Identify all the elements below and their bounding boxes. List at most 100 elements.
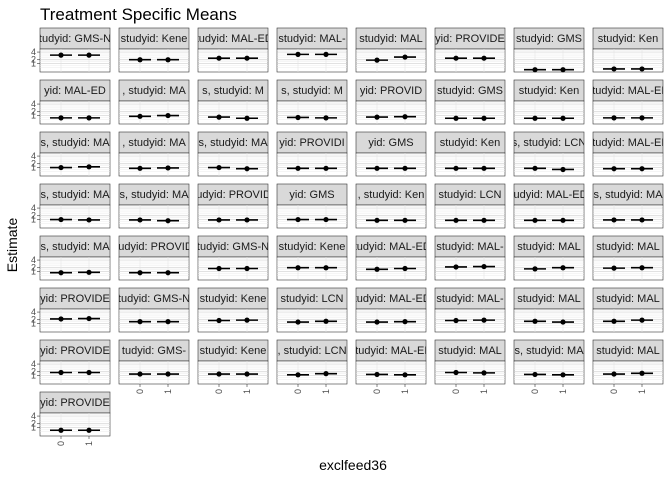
panel-background — [355, 256, 427, 281]
facet-strip-label: s, studyid: LCN — [512, 137, 587, 149]
estimate-point — [560, 166, 566, 173]
y-tick-label: 2 — [31, 263, 36, 273]
facet-strip-label: , studyid: MA — [122, 85, 186, 97]
panel-background — [592, 256, 664, 281]
facet-strip-label: s, studyid: MA — [514, 345, 584, 357]
facet-strip-label: yid: MAL-ED — [44, 85, 106, 97]
facet-strip-label: s, studyid: MA — [119, 189, 189, 201]
facet-strip-label: studyid: GMS — [437, 85, 503, 97]
x-tick-label: 0 — [56, 441, 66, 446]
facet-panel: yid: GMS — [355, 131, 427, 177]
facet-strip-label: , studyid: MA — [122, 137, 186, 149]
facet-panel: studyid: MAL 0 1 — [434, 339, 506, 394]
estimate-point — [58, 369, 64, 376]
estimate-point — [58, 115, 64, 121]
estimate-point — [532, 115, 538, 121]
facet-panel: studyid: Kene — [118, 27, 190, 73]
estimate-point — [481, 317, 487, 323]
estimate-point — [86, 115, 92, 121]
estimate-point — [244, 55, 250, 61]
facet-panel: s, studyid: MA — [118, 183, 190, 229]
estimate-point — [402, 319, 408, 325]
x-tick-label: 0 — [293, 389, 303, 394]
estimate-point — [611, 166, 617, 172]
facet-strip-label: studyid: MAL — [438, 345, 502, 357]
facet-panel: yid: PROVIDI — [276, 131, 348, 177]
panel-background — [355, 152, 427, 177]
facet-panel: studyid: LCN — [434, 183, 506, 229]
facet-panel: studyid: MAL-ED, — [197, 27, 269, 73]
estimate-point — [481, 165, 487, 171]
facet-panel: s, studyid: MA 124 — [31, 131, 111, 177]
y-tick-label: 1 — [31, 59, 36, 69]
y-tick-label: 4 — [31, 411, 36, 421]
facet-strip-label: yid: PROVIDI — [279, 137, 344, 149]
estimate-point — [323, 318, 329, 324]
estimate-point — [560, 319, 566, 325]
estimate-point — [402, 114, 408, 120]
panel-background — [276, 48, 348, 73]
facet-strip-label: s, studyid: M — [202, 85, 264, 97]
estimate-point — [58, 270, 64, 276]
estimate-point — [86, 217, 92, 223]
facet-strip-label: tudyid: MAL-ED — [510, 189, 587, 201]
x-tick-label: 1 — [400, 389, 410, 394]
facet-strip-label: s, studyid: MA — [40, 189, 110, 201]
facet-strip-label: studyid: MAL — [517, 293, 581, 305]
panel-background — [39, 360, 111, 385]
facet-panel: studyid: Ken — [513, 79, 585, 125]
estimate-point — [86, 269, 92, 275]
estimate-point — [295, 265, 301, 271]
facet-panel: s, studyid: MA 0 1 — [513, 339, 585, 394]
facet-strip-label: s, studyid: MA — [593, 189, 663, 201]
y-tick-label: 2 — [31, 315, 36, 325]
facet-strip-label: studyid: MAL-ED, — [348, 293, 434, 305]
facet-strip-label: studyid: Ken — [598, 33, 659, 45]
panel-background — [118, 256, 190, 281]
facet-strip-label: studyid: MAL-ED — [587, 85, 670, 97]
estimate-point — [532, 266, 538, 272]
y-tick-label: 4 — [31, 47, 36, 57]
facet-strip-label: studyid: MAL-ED, — [348, 241, 434, 253]
estimate-point — [86, 315, 92, 322]
panel-background — [197, 360, 269, 385]
facet-panel: studyid: MAL-ED, — [348, 287, 434, 333]
panel-background — [592, 152, 664, 177]
facet-strip-label: studyid: Kene — [279, 241, 346, 253]
estimate-point — [453, 55, 459, 61]
estimate-point — [374, 371, 380, 378]
estimate-point — [611, 265, 617, 271]
panel-background — [118, 204, 190, 229]
estimate-point — [532, 67, 538, 73]
facet-panel: yid: PROVID — [355, 79, 427, 125]
x-tick-label: 0 — [135, 389, 145, 394]
facet-panel: studyid: MAL 0 1 — [592, 339, 664, 394]
estimate-point — [481, 217, 487, 223]
facet-panel: studyid: MAL-ED — [592, 131, 664, 177]
y-tick-label: 1 — [31, 371, 36, 381]
panel-background — [513, 308, 585, 333]
estimate-point — [244, 265, 250, 272]
panel-background — [197, 48, 269, 73]
facet-strip-label: studyid: Ken — [440, 137, 501, 149]
panel-background — [118, 308, 190, 333]
panel-background — [355, 100, 427, 125]
x-tick-label: 0 — [214, 389, 224, 394]
panel-background — [276, 204, 348, 229]
facet-panel: studyid: MAL — [355, 27, 427, 73]
panel-background — [39, 204, 111, 229]
facet-panel: yid: GMS — [276, 183, 348, 229]
facet-strip-label: yid: PROVIDE — [435, 33, 505, 45]
estimate-point — [453, 317, 459, 324]
facet-panel: studyid: MAL — [513, 287, 585, 333]
estimate-point — [216, 371, 222, 377]
panel-background — [355, 360, 427, 385]
estimate-point — [481, 263, 487, 270]
estimate-point — [244, 115, 250, 121]
estimate-point — [137, 270, 143, 276]
facet-panel: , studyid: MA — [118, 79, 190, 125]
estimate-point — [58, 216, 64, 223]
facet-strip-label: studyid: Ken — [519, 85, 580, 97]
